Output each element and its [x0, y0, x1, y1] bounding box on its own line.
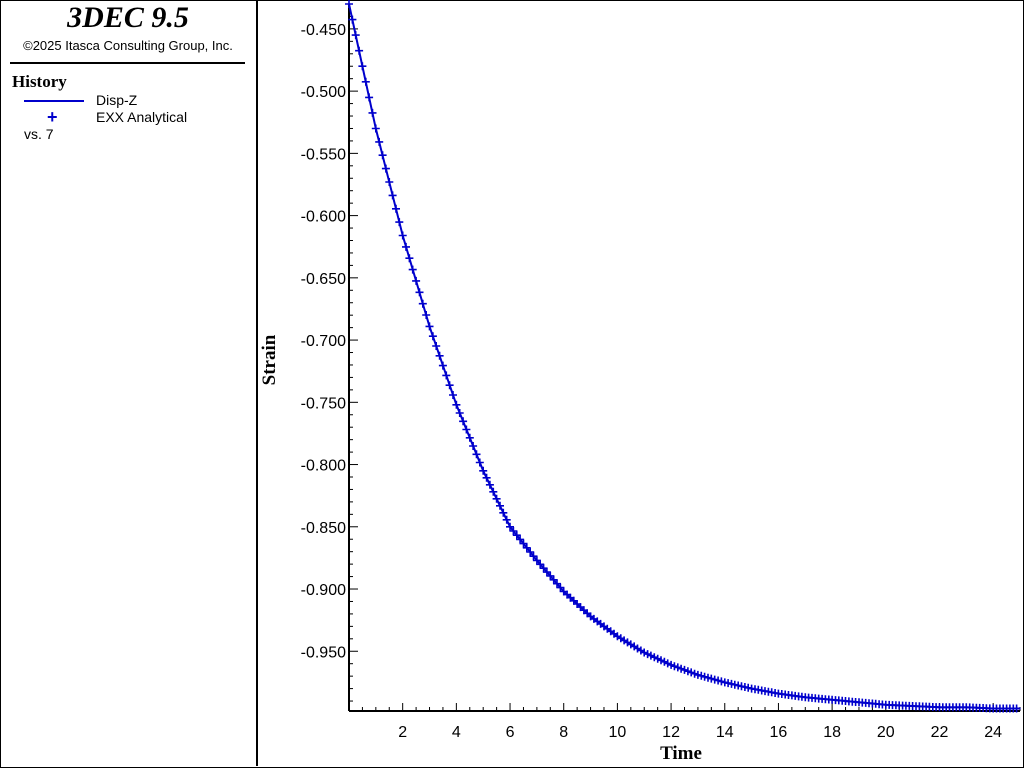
exx-analytical-plus-marker	[509, 527, 518, 535]
exx-analytical-plus-marker	[378, 151, 387, 160]
legend-vs-label: vs. 7	[24, 126, 54, 142]
y-tick-label: -0.450	[301, 22, 346, 39]
exx-analytical-plus-marker	[449, 391, 457, 399]
x-tick-label: 22	[931, 724, 949, 741]
app-title: 3DEC 9.5	[67, 1, 189, 34]
y-tick-label: -0.550	[301, 146, 346, 163]
legend-title: History	[12, 72, 67, 91]
y-tick-label: -0.650	[301, 271, 346, 288]
exx-analytical-plus-marker	[465, 433, 474, 442]
exx-analytical-plus-marker	[371, 124, 380, 133]
legend-divider	[10, 62, 245, 64]
exx-analytical-plus-marker	[499, 508, 508, 517]
exx-analytical-plus-marker	[392, 204, 400, 213]
exx-analytical-plus-marker	[472, 450, 481, 459]
exx-analytical-plus-marker	[492, 494, 501, 503]
series-disp-z-line	[348, 3, 1020, 710]
exx-analytical-plus-marker	[422, 311, 431, 319]
y-tick-label: -0.700	[301, 333, 346, 350]
exx-analytical-plus-marker	[462, 425, 471, 434]
exx-analytical-plus-marker	[482, 473, 491, 482]
exx-analytical-plus-marker	[432, 342, 441, 350]
exx-analytical-plus-marker	[405, 254, 414, 263]
exx-analytical-plus-marker	[459, 417, 468, 426]
exx-analytical-plus-marker	[479, 466, 488, 475]
y-tick-label: -0.600	[301, 209, 346, 226]
legend-series-disp-z: Disp-Z	[96, 92, 138, 108]
exx-analytical-plus-marker	[442, 371, 451, 380]
x-tick-label: 18	[823, 724, 841, 741]
exx-analytical-plus-marker	[438, 361, 447, 370]
x-tick-label: 8	[559, 724, 568, 741]
legend-series-exx-analytical: EXX Analytical	[96, 109, 188, 125]
exx-analytical-plus-marker	[506, 522, 514, 531]
exx-analytical-plus-marker	[516, 535, 525, 544]
exx-analytical-plus-marker	[522, 543, 531, 552]
exx-analytical-plus-marker	[435, 351, 444, 360]
exx-analytical-plus-marker	[452, 400, 461, 409]
exx-analytical-plus-marker	[355, 46, 364, 55]
y-axis-label: Strain	[259, 334, 280, 385]
y-tick-label: -0.500	[301, 84, 346, 101]
y-tick-label: -0.950	[301, 644, 346, 661]
y-tick-label: -0.800	[301, 458, 346, 475]
legend-line-swatch	[24, 100, 84, 102]
x-tick-label: 14	[716, 724, 734, 741]
exx-analytical-plus-marker	[502, 515, 511, 524]
exx-analytical-plus-marker	[469, 442, 478, 450]
exx-analytical-plus-marker	[428, 332, 437, 341]
exx-analytical-plus-marker	[351, 31, 360, 40]
exx-analytical-plus-marker	[519, 539, 528, 548]
exx-analytical-plus-marker	[381, 164, 390, 173]
exx-analytical-plus-marker	[485, 480, 494, 489]
exx-analytical-plus-marker	[475, 458, 484, 467]
chart-area: -0.450 -0.500 -0.550 -0.600 -0.650 -0.700 -0.7…	[259, 0, 1021, 764]
exx-analytical-plus-marker	[526, 548, 535, 556]
exx-analytical-plus-marker	[375, 137, 384, 146]
exx-analytical-plus-marker	[388, 191, 397, 200]
x-tick-label: 24	[984, 724, 1002, 741]
exx-analytical-plus-marker	[512, 531, 521, 540]
x-tick-label: 10	[609, 724, 627, 741]
exx-analytical-plus-marker	[368, 108, 377, 117]
exx-analytical-plus-marker	[402, 242, 410, 251]
x-tick-label: 6	[506, 724, 515, 741]
exx-analytical-plus-marker	[365, 93, 374, 102]
y-tick-label: -0.900	[301, 582, 346, 599]
exx-analytical-plus-marker	[408, 265, 417, 274]
exx-analytical-plus-marker	[529, 552, 538, 561]
exx-analytical-plus-marker	[361, 77, 370, 86]
exx-analytical-plus-marker	[385, 178, 394, 186]
exx-analytical-plus-marker	[489, 487, 498, 496]
legend-panel: 3DEC 9.5 ©2025 Itasca Consulting Group, …	[0, 0, 258, 766]
series-exx-analytical-markers	[345, 0, 1021, 713]
x-tick-label: 20	[877, 724, 895, 741]
x-tick-label: 4	[452, 724, 461, 741]
x-tick-label: 16	[770, 724, 788, 741]
x-tick-label: 12	[662, 724, 680, 741]
legend-plus-marker-icon: +	[47, 107, 58, 127]
exx-analytical-plus-marker	[398, 231, 407, 240]
exx-analytical-plus-marker	[348, 15, 357, 24]
exx-analytical-plus-marker	[418, 299, 427, 308]
exx-analytical-plus-marker	[1012, 704, 1021, 713]
exx-analytical-plus-marker	[445, 381, 454, 390]
exx-analytical-plus-marker	[358, 62, 367, 71]
exx-analytical-plus-marker	[455, 409, 464, 417]
x-axis-label: Time	[660, 743, 702, 764]
exx-analytical-plus-marker	[395, 218, 404, 227]
exx-analytical-plus-marker	[415, 288, 424, 297]
exx-analytical-plus-marker	[496, 501, 504, 510]
exx-analytical-plus-marker	[412, 276, 421, 285]
copyright-text: ©2025 Itasca Consulting Group, Inc.	[23, 38, 233, 53]
x-tick-label: 2	[398, 724, 407, 741]
y-tick-label: -0.750	[301, 395, 346, 412]
exx-analytical-plus-marker	[425, 322, 434, 331]
exx-analytical-plus-marker	[345, 0, 353, 8]
y-tick-label: -0.850	[301, 520, 346, 537]
